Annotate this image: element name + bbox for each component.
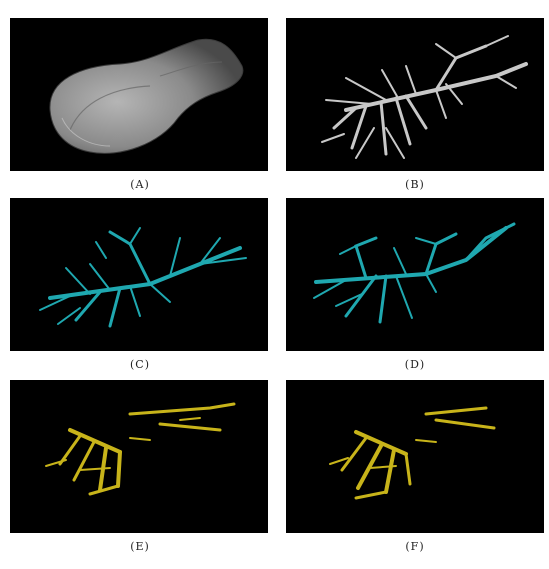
panel-label-f: (F) [405,540,425,553]
vessel-tree-render-f [329,406,496,500]
vessel-tree-render-c [39,227,247,328]
panel-b [286,18,544,171]
panel-label-b: (B) [405,178,425,191]
vessel-tree-render-e [45,402,236,496]
panel-label-a: (A) [130,178,150,191]
panel-a [10,18,268,171]
liver-surface-render [49,38,244,154]
panel-label-d: (D) [404,358,426,371]
vessel-tree-render-d [313,222,516,324]
panel-label-e: (E) [130,540,150,553]
panel-e [10,380,268,533]
panel-d [286,198,544,351]
panel-f [286,380,544,533]
vessel-tree-render-b [321,35,528,159]
panel-c [10,198,268,351]
panel-label-c: (C) [130,358,150,371]
